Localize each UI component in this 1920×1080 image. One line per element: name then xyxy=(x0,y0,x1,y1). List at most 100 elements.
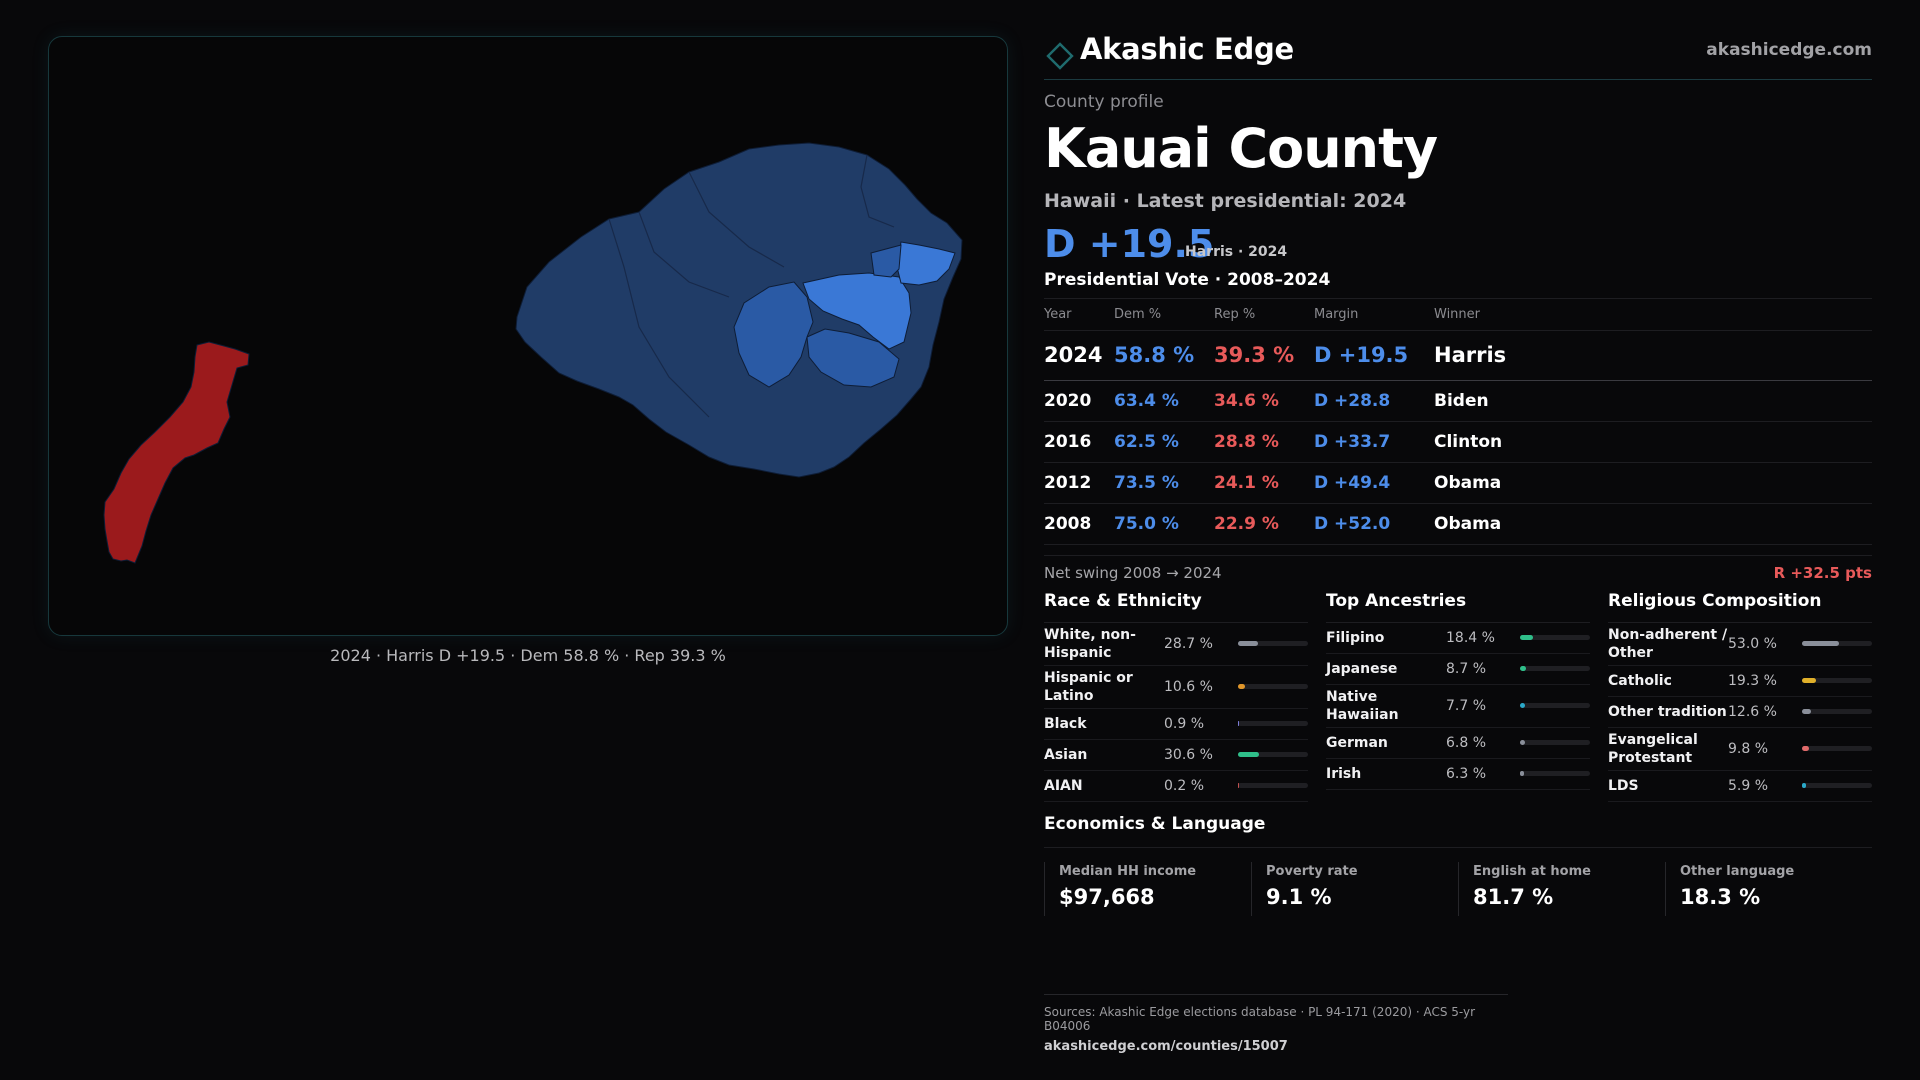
year-cell: 2008 xyxy=(1044,503,1114,545)
item-label: Native Hawaiian xyxy=(1326,688,1399,723)
bar-track xyxy=(1802,746,1872,751)
bar-track xyxy=(1802,641,1872,646)
list-item: Native Hawaiian 7.7 % xyxy=(1326,685,1590,728)
list-item: Non-adherent / Other 53.0 % xyxy=(1608,623,1872,666)
swing-value: R +32.5 pts xyxy=(1773,563,1872,582)
niihau-island[interactable] xyxy=(103,341,250,564)
list-item: Catholic 19.3 % xyxy=(1608,666,1872,697)
item-label: Black xyxy=(1044,715,1087,732)
kauai-island[interactable] xyxy=(515,142,963,478)
bar-track xyxy=(1520,666,1590,671)
list-item: German 6.8 % xyxy=(1326,728,1590,759)
stat-card: Poverty rate 9.1 % xyxy=(1251,861,1458,916)
district-haleakala[interactable] xyxy=(733,281,814,388)
stat-label: English at home xyxy=(1473,863,1591,879)
votes-header-row: Year Dem % Rep % Margin Winner xyxy=(1044,299,1872,331)
district-koloa[interactable] xyxy=(806,328,900,388)
winner-cell: Obama xyxy=(1434,462,1872,504)
rep-cell: 24.1 % xyxy=(1214,462,1314,504)
ancestry-section: Top Ancestries Filipino 18.4 % Japanese 8.7… xyxy=(1326,589,1590,802)
bar-fill xyxy=(1802,783,1807,788)
race-section: Race & Ethnicity White, non-Hispanic 28.7… xyxy=(1044,589,1308,802)
bar-fill xyxy=(1802,678,1816,683)
bar-fill xyxy=(1238,783,1240,788)
table-row: 2012 73.5 % 24.1 % D +49.4 Obama xyxy=(1044,462,1872,504)
item-label: AIAN xyxy=(1044,777,1083,794)
item-percent: 53.0 % xyxy=(1728,635,1777,652)
county-url-link[interactable]: akashicedge.com/counties/15007 xyxy=(1044,1039,1288,1054)
dem-cell: 75.0 % xyxy=(1114,503,1214,545)
col-dem: Dem % xyxy=(1114,299,1214,331)
table-row: 2016 62.5 % 28.8 % D +33.7 Clinton xyxy=(1044,421,1872,463)
votes-title: Presidential Vote · 2008–2024 xyxy=(1044,270,1872,299)
bar-fill xyxy=(1802,641,1840,646)
district-wailua[interactable] xyxy=(870,244,902,278)
winner-cell: Harris xyxy=(1434,330,1872,381)
item-label: Non-adherent / Other xyxy=(1608,626,1728,661)
brand-bar: Akashic Edge akashicedge.com xyxy=(1044,30,1872,80)
list-item: Black 0.9 % xyxy=(1044,709,1308,740)
item-percent: 7.7 % xyxy=(1446,697,1487,714)
demographics-columns: Race & Ethnicity White, non-Hispanic 28.7… xyxy=(1044,589,1872,802)
bar-fill xyxy=(1520,635,1533,640)
margin-cell: D +28.8 xyxy=(1314,380,1434,422)
headline-note: Harris · 2024 xyxy=(1185,244,1288,260)
winner-cell: Clinton xyxy=(1434,421,1872,463)
item-percent: 19.3 % xyxy=(1728,672,1777,689)
county-map-panel[interactable] xyxy=(48,36,1008,636)
dem-cell: 73.5 % xyxy=(1114,462,1214,504)
col-rep: Rep % xyxy=(1214,299,1314,331)
margin-cell: D +33.7 xyxy=(1314,421,1434,463)
rep-cell: 39.3 % xyxy=(1214,330,1314,381)
table-row: 2008 75.0 % 22.9 % D +52.0 Obama xyxy=(1044,503,1872,545)
headline-result: D +19.5 Harris · 2024 xyxy=(1044,222,1872,268)
year-cell: 2012 xyxy=(1044,462,1114,504)
item-label: Japanese xyxy=(1326,660,1398,677)
winner-cell: Obama xyxy=(1434,503,1872,545)
bar-track xyxy=(1520,703,1590,708)
item-percent: 30.6 % xyxy=(1164,746,1213,763)
dem-cell: 62.5 % xyxy=(1114,421,1214,463)
net-swing: Net swing 2008 → 2024 R +32.5 pts xyxy=(1044,554,1872,585)
item-percent: 0.9 % xyxy=(1164,715,1205,732)
stat-label: Other language xyxy=(1680,863,1795,879)
district-kapaa[interactable] xyxy=(896,241,956,286)
stat-value: 9.1 % xyxy=(1266,884,1332,909)
item-label: Other tradition xyxy=(1608,703,1727,720)
bar-fill xyxy=(1520,666,1527,671)
list-item: Evangelical Protestant 9.8 % xyxy=(1608,728,1872,771)
brand-url-link[interactable]: akashicedge.com xyxy=(1706,40,1872,60)
dem-cell: 63.4 % xyxy=(1114,380,1214,422)
col-margin: Margin xyxy=(1314,299,1434,331)
year-cell: 2020 xyxy=(1044,380,1114,422)
list-item: Irish 6.3 % xyxy=(1326,759,1590,790)
list-item: White, non-Hispanic 28.7 % xyxy=(1044,623,1308,666)
bar-track xyxy=(1802,709,1872,714)
profile-panel: Akashic Edge akashicedge.com County prof… xyxy=(1044,30,1872,916)
list-item: AIAN 0.2 % xyxy=(1044,771,1308,802)
economics-section: Economics & Language Median HH income $9… xyxy=(1044,814,1872,916)
winner-cell: Biden xyxy=(1434,380,1872,422)
stat-value: 18.3 % xyxy=(1680,884,1761,909)
item-percent: 12.6 % xyxy=(1728,703,1777,720)
bar-fill xyxy=(1520,703,1526,708)
rep-cell: 28.8 % xyxy=(1214,421,1314,463)
item-percent: 8.7 % xyxy=(1446,660,1487,677)
table-row: 2020 63.4 % 34.6 % D +28.8 Biden xyxy=(1044,380,1872,422)
item-percent: 0.2 % xyxy=(1164,777,1205,794)
sources-text: Sources: Akashic Edge elections database… xyxy=(1044,1005,1476,1033)
stat-card: English at home 81.7 % xyxy=(1458,861,1665,916)
table-row: 2024 58.8 % 39.3 % D +19.5 Harris xyxy=(1044,330,1872,381)
year-cell: 2016 xyxy=(1044,421,1114,463)
margin-cell: D +19.5 xyxy=(1314,330,1434,381)
year-cell: 2024 xyxy=(1044,330,1114,381)
bar-fill xyxy=(1238,641,1259,646)
diamond-logo-icon xyxy=(1046,42,1074,70)
county-map xyxy=(103,142,963,564)
stat-card: Median HH income $97,668 xyxy=(1044,861,1251,916)
bar-track xyxy=(1520,771,1590,776)
rep-cell: 22.9 % xyxy=(1214,503,1314,545)
county-subline: Hawaii · Latest presidential: 2024 xyxy=(1044,190,1407,212)
bar-fill xyxy=(1802,746,1809,751)
district-line xyxy=(608,218,710,418)
